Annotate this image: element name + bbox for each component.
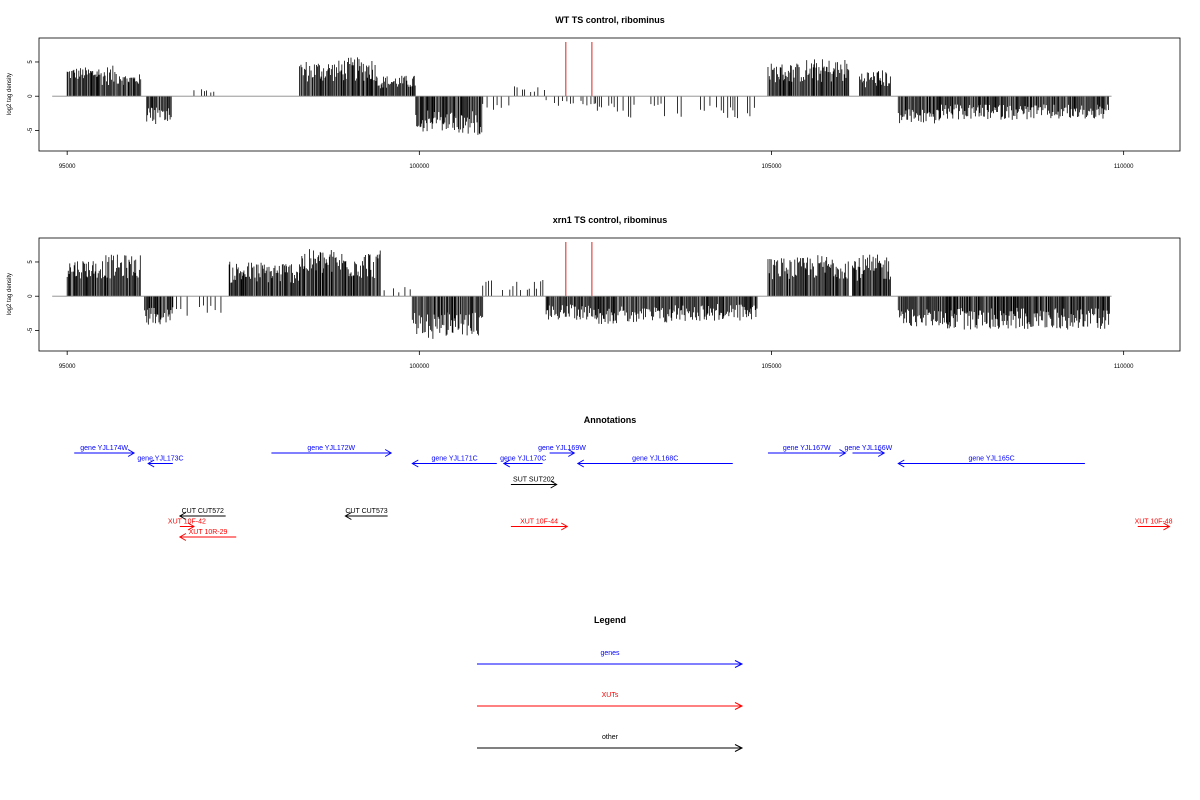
wt-track-panel: WT TS control, ribominus log2 tag densit…: [7, 15, 1181, 170]
annotation-label: XUT 10F-48: [1135, 519, 1173, 526]
xrn1-track-bars: [66, 249, 1110, 339]
wt-track-highlights: [565, 42, 593, 97]
annotation-feature: gene YJL173C: [137, 456, 184, 468]
annotation-arrow-head: [1163, 522, 1171, 531]
annotation-feature: CUT CUT573: [344, 508, 388, 520]
annotation-label: CUT CUT572: [182, 508, 224, 515]
wt-ytick-label: 0: [28, 94, 34, 98]
annotation-label: gene YJL171C: [431, 456, 477, 463]
annotation-features: gene YJL174W gene YJL173C gene YJL172W gene…: [74, 445, 1173, 541]
annotation-label: SUT SUT202: [513, 477, 555, 484]
wt-ytick-label: -5: [28, 127, 34, 133]
annotation-label: gene YJL174W: [80, 445, 128, 452]
annotation-label: XUT 10R-29: [189, 529, 228, 536]
legend-item: XUTs: [477, 692, 744, 710]
annotation-arrow-head: [127, 449, 136, 457]
annotation-arrow-head: [411, 459, 419, 468]
wt-xtick-label: 100000: [409, 164, 430, 170]
annotation-label: XUT 10F-42: [168, 519, 206, 526]
wt-track-xaxis: 95000 100000 105000 110000: [59, 151, 1134, 170]
annotation-feature: CUT CUT572: [178, 508, 226, 520]
xrn1-xtick-label: 105000: [761, 364, 782, 370]
wt-xtick-label: 95000: [59, 164, 76, 170]
xrn1-track-frame: [38, 237, 1181, 352]
wt-track-frame: [38, 37, 1181, 152]
legend-arrow-head: [734, 660, 744, 668]
annotation-feature: gene YJL171C: [411, 456, 497, 468]
wt-xtick-label: 110000: [1114, 164, 1134, 170]
annotation-arrow-head: [560, 522, 569, 531]
xrn1-track-xaxis: 95000 100000 105000 110000: [59, 351, 1134, 370]
annotation-arrow-head: [502, 459, 511, 468]
annotation-arrow-head: [384, 449, 393, 457]
annotation-arrow-head: [344, 512, 352, 520]
xrn1-track-yaxis: -5 0 5: [28, 260, 39, 333]
legend-item: genes: [477, 650, 744, 668]
annotations-title: Annotations: [584, 415, 637, 425]
annotation-label: gene YJL165C: [969, 456, 1015, 463]
xrn1-ytick-label: -5: [28, 327, 34, 333]
annotation-arrow-head: [187, 522, 195, 531]
annotation-feature: XUT 10R-29: [178, 529, 237, 541]
annotation-arrow-head: [877, 449, 886, 457]
annotation-label: gene YJL167W: [783, 445, 831, 452]
xrn1-track-title: xrn1 TS control, ribominus: [553, 215, 668, 225]
annotation-label: CUT CUT573: [345, 508, 387, 515]
xrn1-track-highlights: [565, 242, 593, 297]
annotation-label: gene YJL170C: [500, 456, 546, 463]
legend-title: Legend: [594, 615, 626, 625]
annotation-arrow-head: [147, 459, 155, 468]
wt-xtick-label: 105000: [761, 164, 782, 170]
annotation-arrow-head: [576, 459, 585, 468]
xrn1-track-panel: xrn1 TS control, ribominus log2 tag dens…: [7, 215, 1181, 370]
xrn1-ytick-label: 5: [28, 260, 34, 264]
annotation-feature: XUT 10F-44: [510, 519, 569, 531]
annotation-feature: gene YJL169W: [538, 445, 586, 457]
legend-items: genes XUTs other: [477, 650, 744, 752]
xrn1-xtick-label: 95000: [59, 364, 76, 370]
xrn1-track-ylabel: log2 tag density: [7, 273, 13, 315]
legend-arrow-head: [734, 744, 744, 752]
annotation-label: gene YJL172W: [307, 445, 355, 452]
annotation-label: gene YJL169W: [538, 445, 586, 452]
annotation-label: XUT 10F-44: [520, 519, 558, 526]
wt-track-yaxis: -5 0 5: [28, 60, 39, 133]
annotation-label: gene YJL166W: [844, 445, 892, 452]
annotation-feature: gene YJL174W: [74, 445, 136, 457]
annotation-feature: XUT 10F-42: [168, 519, 206, 531]
annotation-feature: gene YJL166W: [844, 445, 893, 457]
legend-label: XUTs: [602, 692, 619, 699]
legend-arrow-head: [734, 702, 744, 710]
wt-track-title: WT TS control, ribominus: [555, 15, 665, 25]
legend-label: genes: [600, 650, 620, 657]
annotation-feature: gene YJL167W: [767, 445, 847, 457]
legend-item: other: [477, 734, 744, 752]
xrn1-ytick-label: 0: [28, 294, 34, 298]
annotation-label: gene YJL173C: [137, 456, 183, 463]
annotation-label: gene YJL168C: [632, 456, 678, 463]
xrn1-xtick-label: 100000: [409, 364, 430, 370]
annotation-arrow-head: [897, 459, 905, 468]
annotation-feature: gene YJL170C: [500, 456, 546, 468]
annotation-feature: gene YJL165C: [897, 456, 1085, 468]
annotation-arrow-head: [178, 533, 187, 541]
annotation-feature: gene YJL168C: [576, 456, 733, 468]
annotation-feature: gene YJL172W: [271, 445, 393, 457]
legend-panel: Legend genes XUTs other: [477, 615, 744, 752]
xrn1-xtick-label: 110000: [1114, 364, 1134, 370]
annotation-arrow-head: [550, 480, 558, 489]
annotation-arrow-head: [178, 512, 187, 520]
annotation-arrow-head: [568, 449, 576, 457]
legend-label: other: [602, 734, 619, 741]
wt-track-bars: [66, 57, 1109, 135]
annotation-feature: XUT 10F-48: [1135, 519, 1173, 531]
annotation-feature: SUT SUT202: [510, 477, 558, 489]
wt-ytick-label: 5: [28, 60, 34, 64]
wt-track-ylabel: log2 tag density: [7, 73, 13, 115]
annotation-arrow-head: [839, 449, 847, 457]
